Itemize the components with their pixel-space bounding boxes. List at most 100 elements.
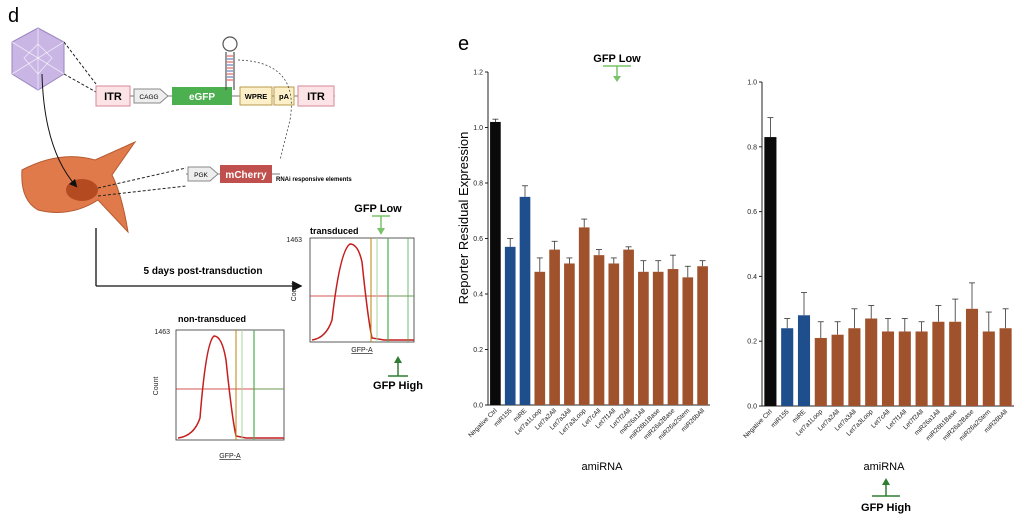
pa-box — [273, 86, 295, 106]
transduced-title: transduced — [310, 226, 359, 236]
bar — [682, 277, 694, 405]
panel-e-xlabel-right: amiRNA — [864, 461, 906, 473]
bar — [982, 331, 995, 406]
pgk-label: PGK — [194, 172, 208, 179]
bar — [578, 227, 590, 405]
bar — [898, 331, 911, 406]
pgk-promoter-arrow — [187, 166, 219, 182]
panel-e-gfp-low-label: GFP Low — [593, 53, 641, 65]
bar — [519, 196, 531, 405]
timeline-label: 5 days post-transduction — [144, 266, 263, 277]
transduced-gfp-high-label: GFP High — [373, 380, 423, 392]
y-tick-label: 0.2 — [747, 339, 757, 346]
bar — [593, 255, 605, 405]
bar — [638, 271, 649, 405]
rnai-link — [237, 59, 292, 161]
y-tick-label: 0.6 — [473, 236, 483, 243]
gfp-high-arrowhead — [394, 356, 402, 363]
bar — [999, 328, 1012, 406]
transduced-histogram: transduced GFP Low 1463 Count GFP-A GFP … — [286, 203, 423, 392]
pa-label: pA — [279, 92, 290, 101]
panel-d: d ITR CAGG eGFP — [8, 5, 423, 460]
egfp-box — [172, 87, 232, 105]
y-tick-label: 0.2 — [473, 347, 483, 354]
non-transduced-histogram: non-transduced 1463 Count GFP-A — [153, 314, 285, 460]
itr-right-label: ITR — [307, 91, 325, 103]
y-tick-label: 0.0 — [473, 403, 483, 410]
y-tick-label: 1.0 — [747, 80, 757, 87]
panel-d-letter: d — [8, 5, 19, 27]
bar — [865, 318, 878, 406]
x-tick-label: miR155 — [770, 408, 791, 429]
aav-capsid-icon — [11, 27, 65, 91]
rnai-elements-label: RNAi responsive elements — [276, 177, 352, 183]
non-transduced-ylabel: Count — [153, 377, 160, 396]
panel-e: e GFP Low Reporter Residual Expression a… — [456, 33, 1014, 514]
cagg-label: CAGG — [139, 94, 158, 101]
y-tick-label: 0.8 — [473, 181, 483, 188]
panel-e-xlabel-left: amiRNA — [582, 461, 624, 473]
bar — [965, 308, 979, 406]
y-tick-label: 1.2 — [473, 70, 483, 77]
panel-e-gfp-high-label: GFP High — [861, 502, 911, 514]
transduced-plot-frame — [309, 237, 415, 343]
bar — [490, 121, 501, 405]
mcherry-label: mCherry — [225, 170, 267, 181]
bar — [608, 263, 620, 405]
capsid-link — [63, 41, 97, 85]
bar — [881, 331, 895, 406]
panel-e-ylabel: Reporter Residual Expression — [456, 132, 471, 305]
non-transduced-histogram-curve — [177, 335, 284, 439]
y-tick-label: 0.4 — [473, 292, 483, 299]
mcherry-box — [220, 165, 272, 183]
bar — [652, 271, 664, 405]
construct-diagram: ITR CAGG eGFP WPRE pA ITR — [95, 36, 335, 161]
hairpin-icon — [222, 36, 238, 97]
wpre-label: WPRE — [245, 92, 268, 101]
transduced-histogram-curve — [311, 243, 414, 341]
bar — [667, 269, 679, 405]
non-transduced-xlabel: GFP-A — [219, 453, 241, 460]
y-tick-label: 0.8 — [747, 144, 757, 151]
bar — [797, 315, 811, 406]
transduction-arrow — [41, 73, 78, 188]
bar — [549, 249, 560, 405]
y-tick-label: 1.0 — [473, 125, 483, 132]
bar — [949, 321, 962, 406]
transduced-xlabel: GFP-A — [351, 347, 373, 354]
y-tick-label: 0.4 — [747, 274, 757, 281]
non-transduced-ymax: 1463 — [154, 329, 170, 336]
non-transduced-title: non-transduced — [178, 314, 246, 324]
cell-icon — [21, 140, 137, 234]
bar — [814, 337, 827, 406]
egfp-label: eGFP — [189, 92, 215, 103]
panel-e-letter: e — [458, 33, 469, 55]
bar — [915, 331, 928, 406]
non-transduced-plot-frame — [175, 329, 285, 441]
bar — [697, 266, 708, 405]
transduced-ylabel: Count — [291, 283, 298, 302]
panel-e-gfp-high-arrowhead — [882, 478, 890, 485]
bar — [781, 328, 794, 406]
y-tick-label: 0.6 — [747, 209, 757, 216]
itr-left-label: ITR — [104, 91, 122, 103]
bar — [848, 328, 861, 406]
bar — [564, 263, 575, 405]
panel-e-gfp-low-arrowhead — [613, 76, 621, 82]
bar — [623, 249, 634, 405]
bar — [534, 271, 546, 405]
cagg-promoter-arrow — [133, 88, 169, 104]
transduced-gfp-low-label: GFP Low — [354, 203, 402, 215]
transduced-ymax: 1463 — [286, 237, 302, 244]
itr-right-box — [297, 85, 335, 107]
bar — [504, 246, 516, 405]
wpre-box — [239, 86, 273, 106]
bar — [831, 334, 844, 406]
cell-link — [97, 167, 187, 189]
capsid-link — [63, 73, 97, 93]
gfp-low-arrowhead — [377, 228, 385, 235]
reporter-construct: PGK mCherry RNAi responsive elements — [186, 165, 352, 183]
